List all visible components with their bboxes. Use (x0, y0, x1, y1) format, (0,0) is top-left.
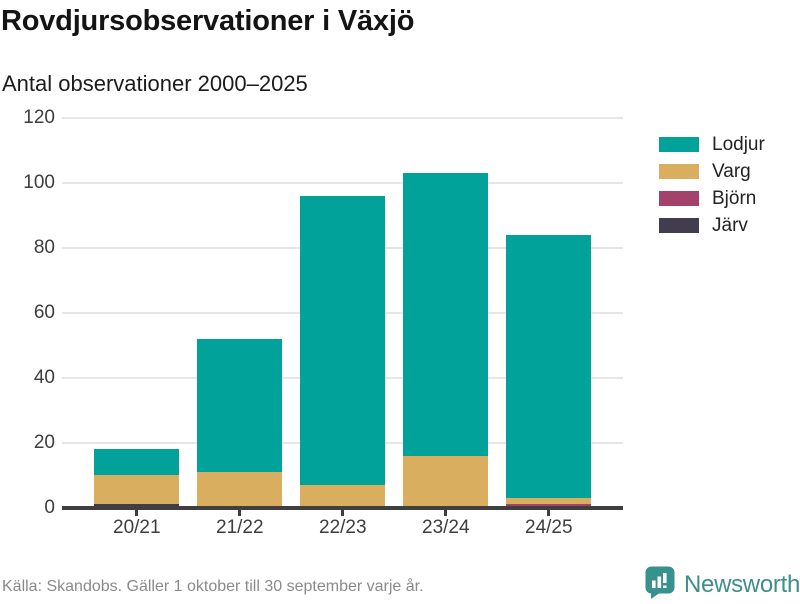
legend-swatch-varg (659, 164, 699, 179)
legend-label: Varg (712, 160, 751, 182)
y-axis-tick-label: 0 (44, 496, 55, 518)
bar-segment-varg (197, 471, 283, 508)
gridline-100 (62, 181, 623, 184)
legend-swatch-järv (659, 218, 699, 233)
x-axis-line (62, 506, 623, 510)
y-axis-tick-label: 40 (33, 366, 55, 388)
legend-item-varg: Varg (659, 161, 765, 182)
x-axis-label: 24/25 (525, 517, 573, 538)
legend-label: Björn (712, 187, 757, 209)
bar-segment-lodjur (300, 195, 386, 485)
bar-segment-varg (94, 475, 180, 505)
source-note: Källa: Skandobs. Gäller 1 oktober till 3… (2, 578, 424, 595)
y-axis-tick-label: 120 (23, 106, 55, 128)
x-axis-label: 23/24 (422, 517, 470, 538)
y-axis-tick-label: 100 (23, 171, 55, 193)
newsworthy-brand: Newsworthy (644, 565, 800, 604)
x-axis-tick (341, 510, 345, 516)
bar-segment-björn (506, 504, 592, 508)
bar-segment-lodjur (94, 449, 180, 475)
legend-swatch-björn (659, 191, 699, 206)
y-axis-tick-label: 60 (33, 301, 55, 323)
newsworthy-brand-text: Newsworthy (684, 570, 800, 598)
x-axis-label: 22/23 (319, 517, 367, 538)
legend-item-järv: Järv (659, 215, 765, 236)
legend-swatch-lodjur (659, 137, 699, 152)
newsworthy-logo-icon (644, 565, 677, 604)
y-axis-tick-label: 20 (33, 431, 55, 453)
bar-segment-lodjur (403, 172, 489, 456)
x-axis-label: 21/22 (216, 517, 264, 538)
legend-label: Järv (712, 214, 748, 236)
y-axis-tick-label: 80 (33, 236, 55, 258)
legend-item-björn: Björn (659, 188, 765, 209)
bar-segment-järv (94, 504, 180, 508)
chart-title: Rovdjursobservationer i Växjö (1, 5, 415, 37)
legend: Lodjur Varg Björn Järv (659, 134, 765, 245)
bar-segment-lodjur (197, 338, 283, 472)
x-axis-tick (547, 510, 551, 516)
gridline-120 (62, 116, 623, 119)
legend-item-lodjur: Lodjur (659, 134, 765, 155)
bar-segment-varg (403, 455, 489, 508)
bar-segment-lodjur (506, 234, 592, 498)
legend-label: Lodjur (712, 133, 765, 155)
x-axis-tick (135, 510, 139, 516)
chart-subtitle: Antal observationer 2000–2025 (2, 71, 308, 96)
x-axis-tick (444, 510, 448, 516)
bar-segment-varg (300, 484, 386, 508)
x-axis-tick (238, 510, 242, 516)
x-axis-label: 20/21 (113, 517, 161, 538)
bar-segment-varg (506, 497, 592, 505)
